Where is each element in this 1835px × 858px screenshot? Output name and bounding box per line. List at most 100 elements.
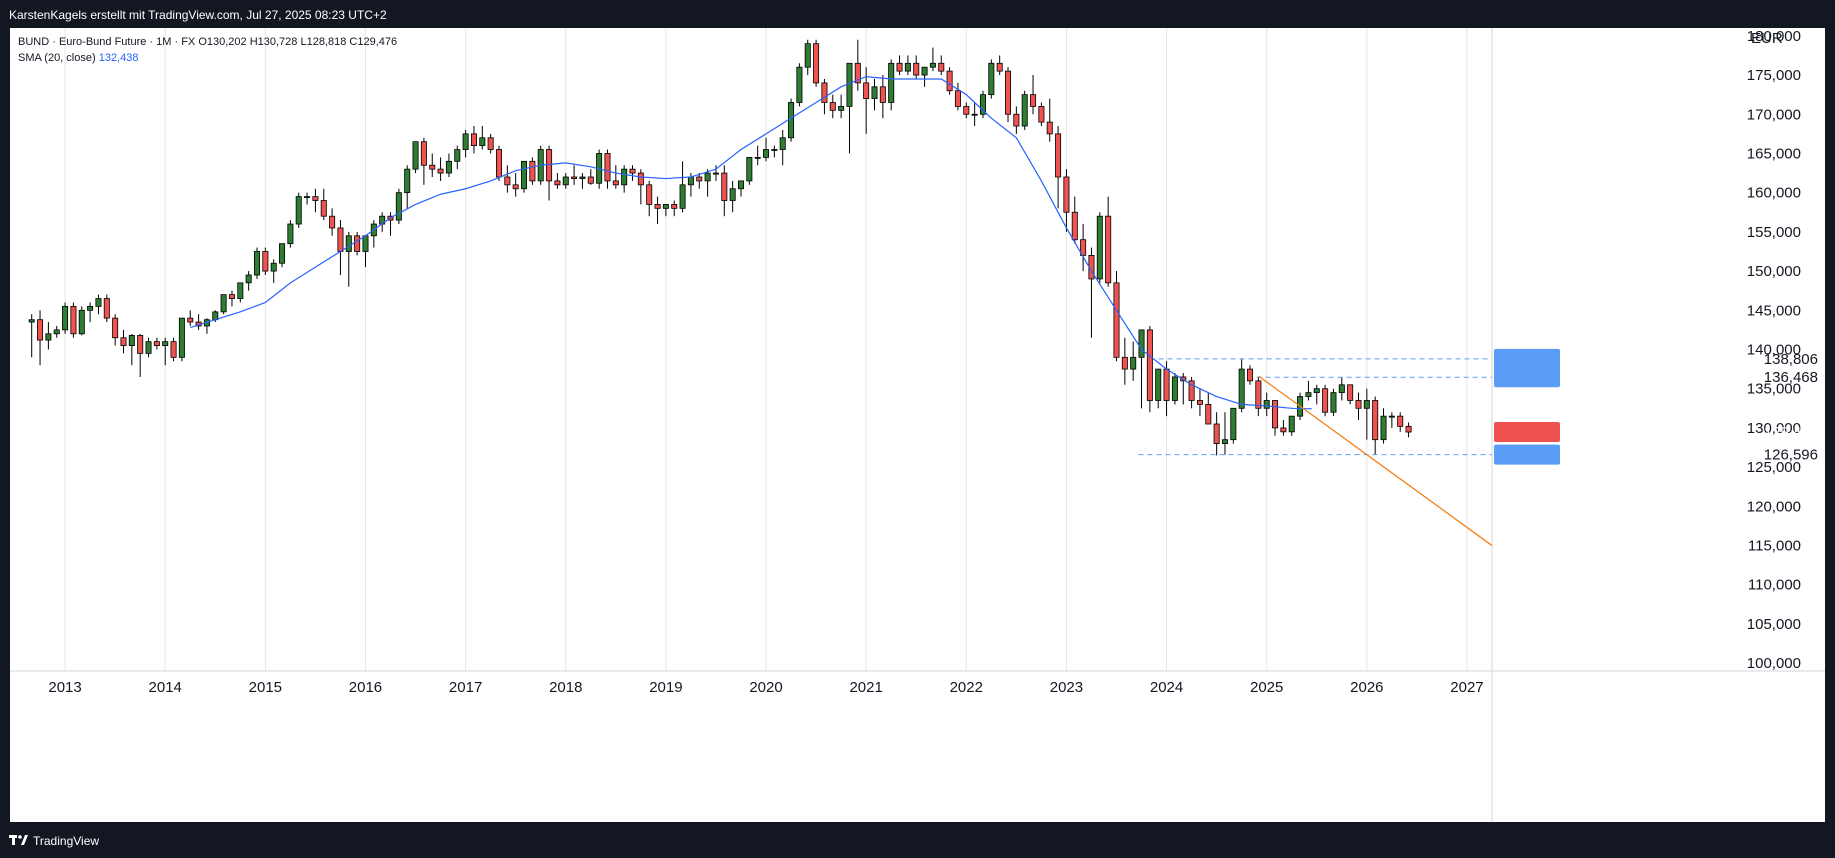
candle-down[interactable] xyxy=(1213,423,1220,444)
candle-down[interactable] xyxy=(654,204,661,209)
candle-down[interactable] xyxy=(821,82,828,103)
candle-down[interactable] xyxy=(1063,176,1070,213)
candle-up[interactable] xyxy=(245,274,252,284)
candle-up[interactable] xyxy=(988,62,995,96)
candle-up[interactable] xyxy=(662,204,669,209)
candle-up[interactable] xyxy=(971,113,978,116)
candle-up[interactable] xyxy=(78,309,85,335)
candle-down[interactable] xyxy=(554,180,561,186)
candle-up[interactable] xyxy=(362,235,369,252)
candle-down[interactable] xyxy=(512,184,519,190)
candle-down[interactable] xyxy=(1247,368,1254,382)
candle-up[interactable] xyxy=(1171,376,1178,401)
candle-down[interactable] xyxy=(337,227,344,252)
candle-up[interactable] xyxy=(704,172,711,182)
candle-up[interactable] xyxy=(712,172,719,175)
candle-up[interactable] xyxy=(279,243,286,264)
candle-down[interactable] xyxy=(629,168,636,174)
candle-down[interactable] xyxy=(1347,384,1354,401)
candle-down[interactable] xyxy=(854,62,861,84)
candle-down[interactable] xyxy=(1397,415,1404,427)
candle-down[interactable] xyxy=(504,176,511,186)
candle-up[interactable] xyxy=(679,184,686,209)
candle-down[interactable] xyxy=(437,168,444,174)
candle-down[interactable] xyxy=(1038,106,1045,123)
candle-up[interactable] xyxy=(345,235,352,252)
candle-down[interactable] xyxy=(829,102,836,111)
candle-down[interactable] xyxy=(546,149,553,182)
candle-up[interactable] xyxy=(838,106,845,111)
candle-up[interactable] xyxy=(404,168,411,194)
candle-up[interactable] xyxy=(804,43,811,68)
candle-down[interactable] xyxy=(963,106,970,115)
candle-up[interactable] xyxy=(454,149,461,162)
candle-up[interactable] xyxy=(220,294,227,313)
candle-down[interactable] xyxy=(420,141,427,166)
candle-down[interactable] xyxy=(120,337,127,346)
candle-up[interactable] xyxy=(304,196,311,198)
candle-down[interactable] xyxy=(187,317,194,323)
candle-down[interactable] xyxy=(170,341,177,358)
candle-up[interactable] xyxy=(445,160,452,174)
candle-up[interactable] xyxy=(28,319,35,323)
candle-down[interactable] xyxy=(612,180,619,186)
candle-down[interactable] xyxy=(487,137,494,150)
candle-up[interactable] xyxy=(979,94,986,115)
candle-down[interactable] xyxy=(312,196,319,201)
candle-up[interactable] xyxy=(1263,400,1270,409)
candle-down[interactable] xyxy=(470,133,477,147)
candle-down[interactable] xyxy=(1030,94,1037,107)
candle-down[interactable] xyxy=(813,43,820,84)
candle-up[interactable] xyxy=(270,262,277,272)
candle-down[interactable] xyxy=(1196,400,1203,405)
candle-down[interactable] xyxy=(1405,425,1412,433)
candle-up[interactable] xyxy=(1330,392,1337,413)
candle-up[interactable] xyxy=(1313,388,1320,394)
candle-up[interactable] xyxy=(796,66,803,103)
candle-up[interactable] xyxy=(871,86,878,99)
candle-up[interactable] xyxy=(1238,368,1245,409)
candle-up[interactable] xyxy=(771,149,778,151)
candle-down[interactable] xyxy=(946,70,953,92)
candle-down[interactable] xyxy=(587,176,594,184)
candle-up[interactable] xyxy=(53,329,60,335)
candle-down[interactable] xyxy=(1205,403,1212,425)
candle-up[interactable] xyxy=(1363,400,1370,409)
candle-down[interactable] xyxy=(37,319,44,341)
candle-up[interactable] xyxy=(763,149,770,158)
candle-down[interactable] xyxy=(863,82,870,99)
candle-down[interactable] xyxy=(938,62,945,72)
candle-down[interactable] xyxy=(1280,427,1287,433)
candle-down[interactable] xyxy=(153,341,160,346)
candle-down[interactable] xyxy=(1046,121,1053,135)
trend-line[interactable] xyxy=(1258,375,1493,547)
tradingview-logo[interactable]: TradingView xyxy=(9,834,99,848)
candle-down[interactable] xyxy=(1005,70,1012,115)
candle-up[interactable] xyxy=(295,196,302,225)
candle-up[interactable] xyxy=(921,66,928,76)
candle-down[interactable] xyxy=(671,204,678,209)
candle-down[interactable] xyxy=(429,164,436,170)
candle-up[interactable] xyxy=(145,341,152,354)
candle-down[interactable] xyxy=(137,334,144,354)
candle-down[interactable] xyxy=(112,317,119,339)
candle-down[interactable] xyxy=(646,184,653,205)
candle-down[interactable] xyxy=(896,62,903,72)
candle-up[interactable] xyxy=(579,176,586,179)
candle-down[interactable] xyxy=(721,172,728,201)
candle-up[interactable] xyxy=(1155,368,1162,401)
candle-up[interactable] xyxy=(929,62,936,68)
candle-down[interactable] xyxy=(354,235,361,252)
candle-down[interactable] xyxy=(879,86,886,103)
candle-up[interactable] xyxy=(1130,356,1137,370)
candle-down[interactable] xyxy=(70,305,77,335)
candle-down[interactable] xyxy=(1355,400,1362,409)
candle-up[interactable] xyxy=(1230,407,1237,441)
candle-up[interactable] xyxy=(254,251,261,276)
candle-up[interactable] xyxy=(904,62,911,72)
candle-up[interactable] xyxy=(846,62,853,107)
candle-down[interactable] xyxy=(996,62,1003,72)
candle-down[interactable] xyxy=(1013,113,1020,127)
candle-up[interactable] xyxy=(287,223,294,245)
candle-down[interactable] xyxy=(1080,239,1087,256)
